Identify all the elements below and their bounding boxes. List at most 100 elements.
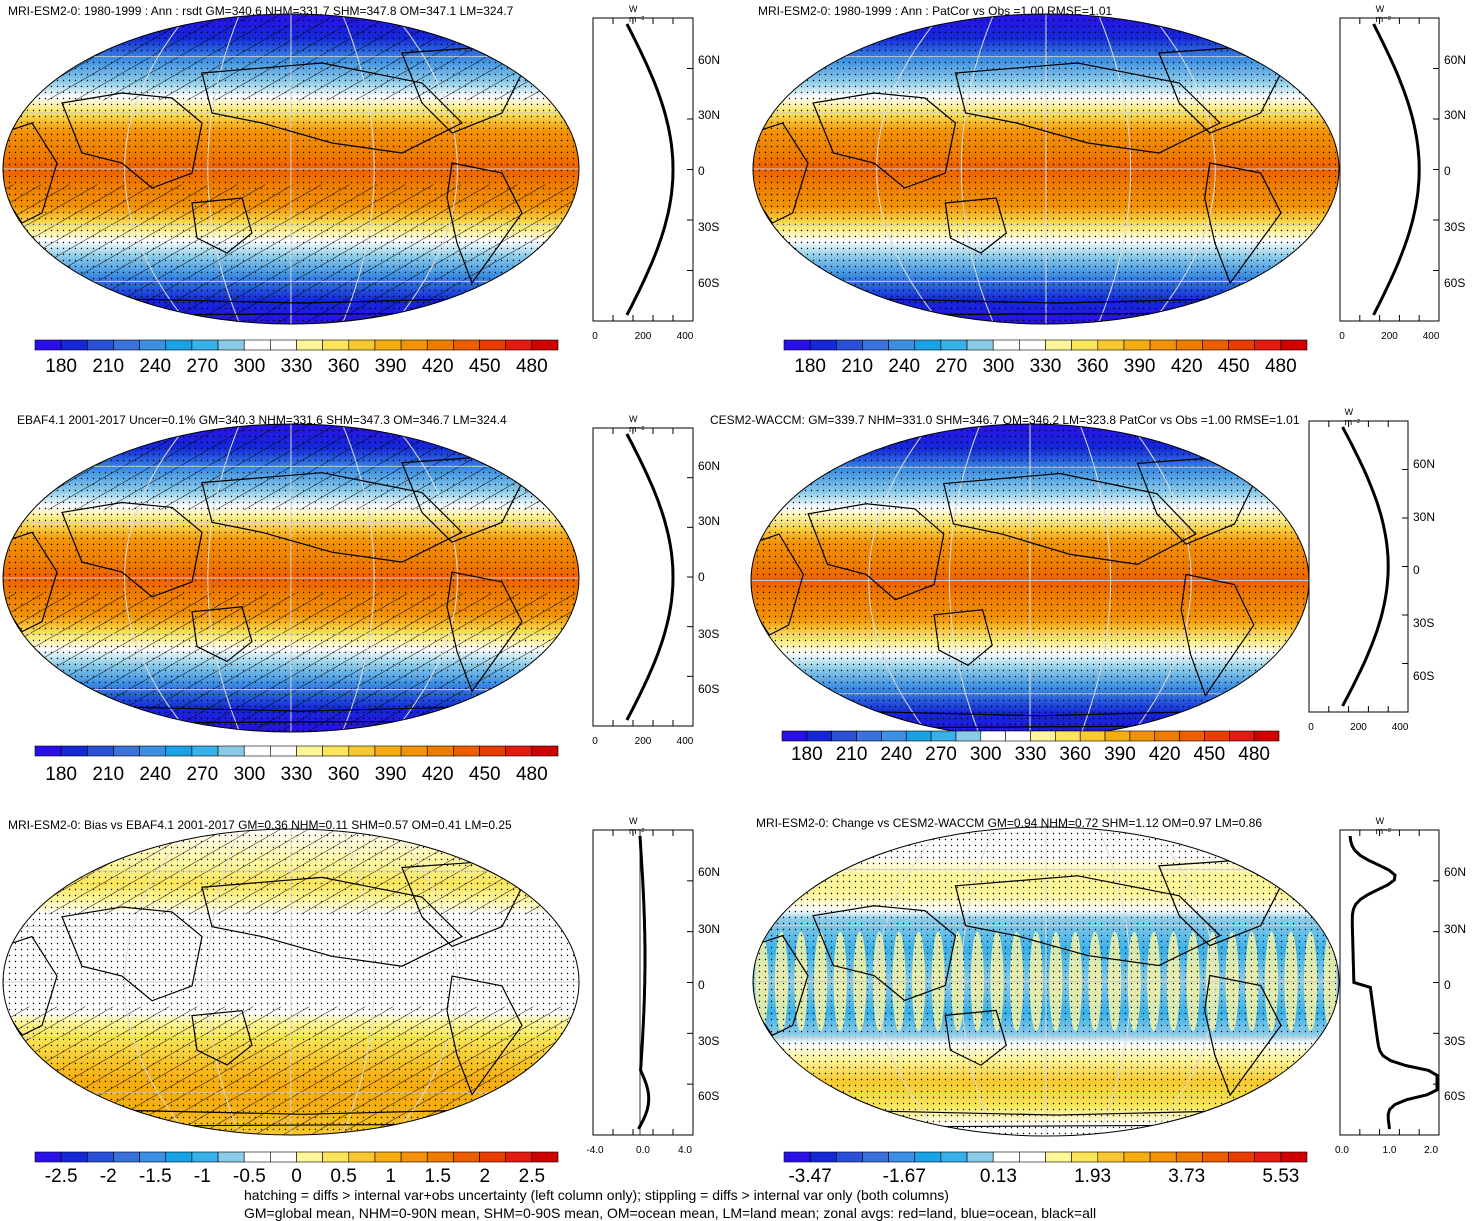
colorbar-label: 240 [888, 356, 921, 377]
colorbar-label: 5.53 [1262, 1166, 1300, 1187]
colorbar [783, 1151, 1308, 1163]
colorbar-label: -3.47 [788, 1166, 832, 1187]
latitude-label: 30N [1444, 922, 1467, 936]
colorbar-label: -1 [193, 1166, 211, 1187]
colorbar-label: 420 [421, 356, 454, 377]
latitude-label: 60S [698, 276, 720, 290]
colorbar-label: 1.93 [1074, 1166, 1112, 1187]
robinson-map [2, 13, 580, 325]
panel-title: CESM2-WACCM: GM=339.7 NHM=331.0 SHM=346.… [710, 413, 1300, 427]
colorbar-label: 360 [1076, 356, 1109, 377]
colorbar [34, 339, 559, 351]
zonal-x-tick-label: 0.0 [636, 1145, 650, 1156]
latitude-label: 60N [1444, 865, 1467, 879]
zonal-mean-plot [1339, 829, 1440, 1136]
latitude-label: 30S [698, 627, 720, 641]
zonal-x-tick-label: 0 [1339, 331, 1345, 342]
zonal-mean-plot [1308, 420, 1409, 713]
robinson-map [2, 423, 580, 733]
colorbar-label: 420 [1170, 356, 1203, 377]
colorbar-label: 2 [479, 1166, 491, 1187]
colorbar-label: 480 [1238, 744, 1270, 765]
colorbar-label: 0.5 [330, 1166, 357, 1187]
colorbar-label: 390 [374, 356, 407, 377]
latitude-label: 30S [1444, 220, 1466, 234]
colorbar-label: -1.5 [138, 1166, 172, 1187]
colorbar-label: 360 [327, 356, 360, 377]
latitude-label: 30S [698, 1034, 720, 1048]
colorbar-label: 240 [139, 356, 172, 377]
colorbar-label: -1.67 [882, 1166, 926, 1187]
colorbar-label: 2.5 [518, 1166, 546, 1187]
latitude-label: 0 [698, 570, 705, 584]
colorbar-label: 390 [1104, 744, 1136, 765]
zonal-x-tick-label: 200 [634, 331, 652, 342]
colorbar-label: 0.13 [979, 1166, 1017, 1187]
zonal-mean-plot [1339, 17, 1440, 322]
colorbar-label: 270 [186, 356, 219, 377]
colorbar-label: 0 [291, 1166, 302, 1187]
colorbar-label: -2 [99, 1166, 117, 1187]
robinson-map [752, 13, 1340, 325]
zonal-x-tick-label: 400 [1422, 331, 1440, 342]
latitude-label: 60N [1413, 457, 1436, 471]
latitude-label: 60S [1413, 669, 1435, 683]
footer-note-1: hatching = diffs > internal var+obs unce… [244, 1187, 949, 1203]
colorbar-label: 390 [374, 764, 407, 785]
latitude-label: 60S [1444, 1089, 1466, 1103]
robinson-map [2, 828, 580, 1136]
zonal-x-tick-label: 200 [1381, 331, 1398, 342]
colorbar-label: 420 [1148, 744, 1181, 765]
colorbar-label: 300 [982, 356, 1015, 377]
latitude-label: 30N [698, 108, 721, 122]
latitude-label: 60N [698, 53, 721, 67]
colorbar-label: 360 [327, 764, 360, 785]
colorbar-label: 1.5 [424, 1166, 451, 1187]
colorbar-label: 330 [280, 764, 313, 785]
colorbar-label: 300 [233, 356, 266, 377]
latitude-label: 30S [1444, 1034, 1466, 1048]
colorbar-label: -2.5 [44, 1166, 78, 1187]
units-label: W m⁻² [629, 816, 645, 836]
latitude-label: 60S [698, 682, 720, 696]
latitude-label: 0 [698, 164, 705, 178]
colorbar-label: 240 [139, 764, 172, 785]
colorbar-label: 480 [515, 356, 548, 377]
latitude-label: 60N [1444, 53, 1467, 67]
panel-title: MRI-ESM2-0: 1980-1999 : Ann : rsdt GM=34… [8, 4, 514, 18]
colorbar-label: 330 [1029, 356, 1062, 377]
colorbar-label: 450 [1217, 356, 1250, 377]
colorbar [34, 745, 559, 757]
units-label: W m⁻² [1344, 407, 1360, 427]
colorbar-label: 210 [92, 764, 125, 785]
units-label: W m⁻² [1375, 816, 1391, 836]
colorbar-label: 210 [835, 744, 868, 765]
zonal-x-tick-label: 400 [676, 331, 694, 342]
robinson-map [752, 826, 1340, 1137]
units-label: W m⁻² [629, 414, 645, 434]
latitude-label: 60N [698, 459, 721, 473]
zonal-x-tick-label: 0 [592, 736, 598, 747]
colorbar-label: 1 [385, 1166, 396, 1187]
colorbar-label: 270 [935, 356, 968, 377]
colorbar-label: 390 [1123, 356, 1156, 377]
colorbar-label: 180 [790, 744, 823, 765]
zonal-mean-plot [592, 17, 694, 322]
zonal-x-tick-label: 200 [634, 736, 652, 747]
zonal-mean-plot [592, 829, 694, 1136]
units-label: W m⁻² [629, 4, 645, 24]
colorbar-label: 330 [280, 356, 313, 377]
colorbar-label: 180 [45, 764, 77, 785]
latitude-label: 0 [698, 978, 705, 992]
robinson-map [750, 423, 1310, 738]
colorbar-label: 180 [45, 356, 77, 377]
latitude-label: 60S [1444, 276, 1466, 290]
colorbar [34, 1151, 559, 1163]
latitude-label: 30N [698, 514, 721, 528]
zonal-x-tick-label: 400 [676, 736, 694, 747]
panel-title: MRI-ESM2-0: Change vs CESM2-WACCM GM=0.9… [756, 816, 1263, 830]
colorbar-label: 480 [515, 764, 548, 785]
zonal-x-tick-label: 2.0 [1424, 1145, 1439, 1156]
latitude-label: 60S [698, 1089, 720, 1103]
colorbar-label: 240 [880, 744, 913, 765]
